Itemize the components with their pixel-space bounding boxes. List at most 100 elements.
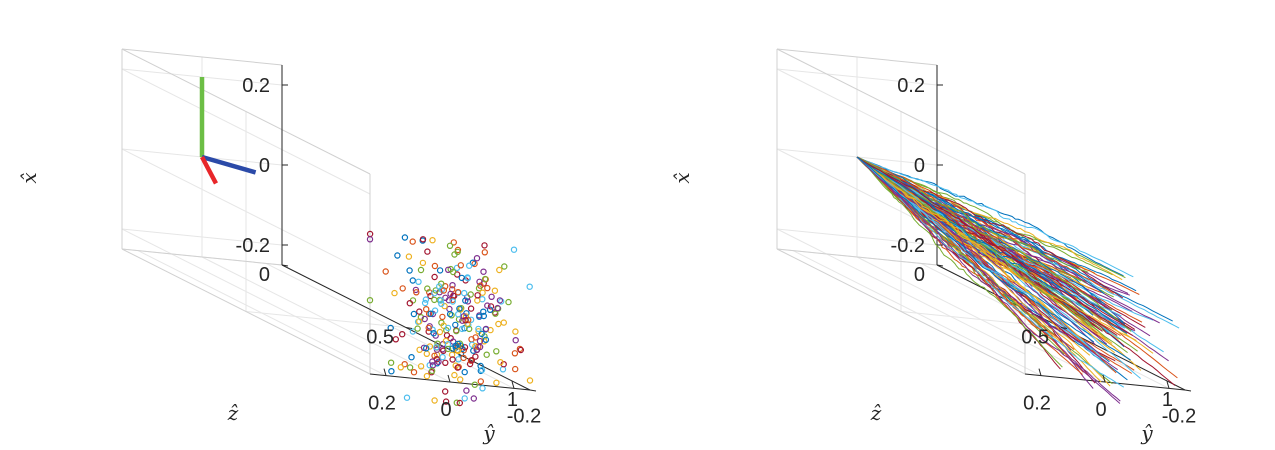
scatter-point — [526, 283, 533, 290]
scatter-point — [421, 315, 428, 323]
scatter-point — [487, 303, 495, 310]
scatter-point — [496, 266, 503, 274]
y-axis-label: ŷ — [1140, 421, 1153, 445]
x-tick-label: -0.2 — [891, 235, 925, 257]
z-frame-axis — [200, 155, 218, 185]
scatter-point — [425, 324, 432, 332]
z-axis-label: ẑ — [227, 401, 239, 425]
scatter-point — [474, 292, 481, 299]
scatter-point — [436, 283, 443, 290]
box-edge — [121, 48, 371, 175]
scatter-point — [436, 328, 444, 336]
z-tick-mark — [281, 264, 289, 267]
trajectory-line — [856, 156, 1054, 315]
scatter-point — [443, 332, 451, 339]
scatter-point — [429, 236, 436, 244]
scatter-point — [449, 282, 456, 289]
trajectory-line — [856, 156, 1126, 329]
scatter-point — [415, 278, 422, 285]
scatter-point — [494, 304, 501, 312]
scatter-point — [431, 273, 438, 281]
z-axis-label: ẑ — [870, 401, 882, 425]
scatter-point — [526, 377, 534, 384]
scatter-point — [449, 356, 456, 363]
scatter-point — [388, 368, 395, 375]
scatter-point — [410, 310, 418, 318]
scatter-point — [478, 330, 485, 338]
scatter-point — [470, 395, 477, 402]
scatter-point — [498, 298, 505, 305]
scatter-point — [403, 394, 411, 401]
trajectory-line — [856, 156, 1121, 404]
scatter-point — [458, 325, 466, 333]
scatter-point — [446, 310, 454, 318]
y-tick-mark — [383, 368, 387, 376]
scatter-point — [475, 325, 482, 333]
scatter-point — [462, 317, 469, 324]
scatter-point — [366, 297, 374, 304]
scatter-point — [512, 337, 519, 344]
scatter-point — [442, 388, 449, 395]
scatter-point — [481, 242, 488, 249]
scatter-point — [466, 325, 473, 333]
scatter-point — [478, 366, 486, 374]
scatter-point — [467, 291, 474, 298]
scatter-panel: 0.2 0 -0.2 0 0.5 1 0.2 0 -0.2 x̂ ŷ ẑ — [17, 48, 541, 445]
z-tick-mark — [405, 327, 413, 329]
scatter-point — [452, 321, 459, 329]
box-edge — [121, 48, 283, 66]
scatter-point — [391, 289, 398, 297]
scatter-point — [430, 330, 437, 337]
scatter-point — [482, 336, 490, 343]
scatter-point — [456, 399, 463, 407]
y-tick-label: 0 — [440, 399, 451, 421]
scatter-point — [399, 331, 406, 338]
scatter-point — [476, 313, 483, 320]
scatter-point — [439, 353, 446, 361]
scatter-point — [366, 236, 374, 243]
trajectory-line — [856, 156, 1134, 278]
scatter-point — [501, 263, 508, 270]
scatter-point — [486, 306, 494, 313]
floor-gridline — [245, 311, 407, 328]
y-axis-label: ŷ — [482, 421, 495, 445]
scatter-point — [442, 359, 449, 366]
scatter-point — [412, 286, 420, 294]
scatter-point — [481, 338, 488, 345]
scatter-point — [419, 259, 427, 267]
scatter-point — [439, 313, 446, 321]
scatter-point — [454, 347, 462, 355]
scatter-point — [434, 340, 441, 347]
scatter-point — [382, 268, 389, 275]
scatter-point — [423, 306, 430, 313]
scatter-point — [432, 287, 439, 294]
scatter-point — [448, 312, 455, 319]
x-tick-label: 0.2 — [897, 75, 925, 97]
box-edge — [121, 248, 283, 266]
scatter-point — [454, 364, 461, 371]
scatter-point — [406, 300, 413, 307]
scatter-point — [471, 381, 478, 388]
trajectory-line — [856, 156, 1133, 336]
scatter-point — [414, 325, 421, 332]
z-tick-label: 0 — [259, 264, 270, 286]
trajectory-line — [856, 156, 1132, 332]
scatter-point — [481, 275, 489, 283]
trajectory-line — [856, 156, 1053, 340]
y-tick-label: -0.2 — [1162, 405, 1196, 427]
scatter-point — [392, 336, 399, 343]
z-tick-label: 0.5 — [1021, 327, 1049, 349]
scatter-point — [460, 347, 467, 354]
scatter-point — [457, 306, 464, 313]
z-tick-mark — [1184, 389, 1192, 392]
scatter-point — [394, 252, 401, 259]
box-edge — [776, 248, 938, 266]
z-tick-label: 1 — [507, 389, 518, 411]
scatter-point — [492, 310, 499, 317]
scatter-point — [474, 297, 481, 304]
scatter-point — [387, 359, 395, 366]
scatter-point — [479, 385, 486, 392]
scatter-point — [461, 368, 468, 376]
scatter-point — [468, 341, 476, 348]
scatter-point — [410, 369, 418, 376]
